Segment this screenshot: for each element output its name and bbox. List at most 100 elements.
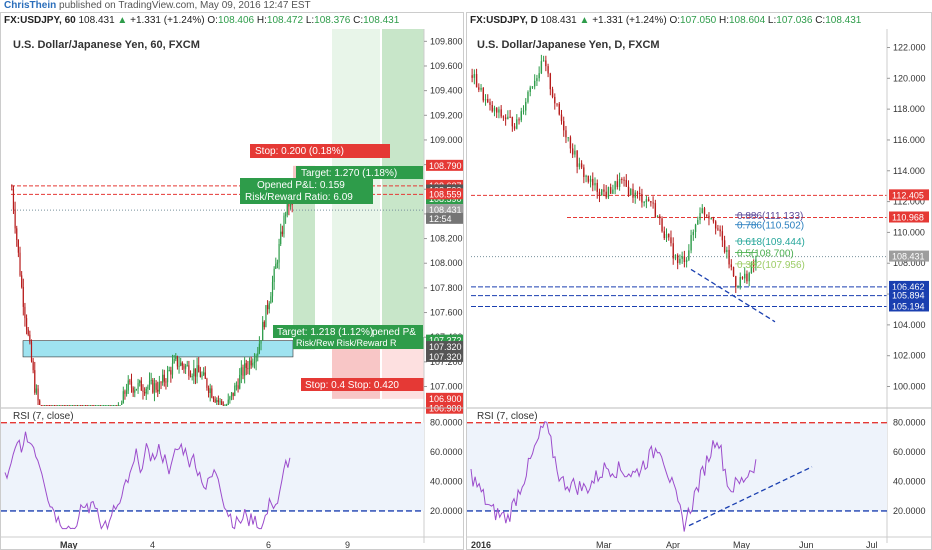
right-candle (632, 188, 634, 198)
left-candle (57, 405, 59, 406)
left-candle (196, 365, 198, 377)
left-y-tick-label: 109.200 (430, 110, 463, 120)
left-chart-svg[interactable]: Stop: 0.200 (0.18%) Target: 1.270 (1.18%)… (1, 13, 464, 550)
left-y-tick-label: 107.800 (430, 283, 463, 293)
left-rsi-tick: 20.0000 (430, 506, 463, 516)
right-candle (661, 218, 663, 232)
right-y-tick-label: 122.000 (893, 42, 926, 52)
left-candle (185, 365, 187, 369)
right-y-tick-label: 116.000 (893, 135, 925, 145)
right-candle (554, 96, 556, 104)
right-candle (551, 89, 554, 97)
left-candle (268, 303, 270, 310)
left-rr: Risk/Reward Ratio: 6.09 (245, 192, 353, 203)
left-candle (183, 365, 185, 369)
right-candle (491, 105, 493, 112)
right-candle (538, 73, 540, 79)
right-price-tag: 105.894 (892, 291, 925, 301)
left-candle (224, 405, 226, 406)
right-fib-label: 0.382(107.956) (737, 260, 805, 271)
left-candle (147, 386, 149, 389)
left-ohlc-bar: FX:USDJPY, 60 108.431 ▲ +1.331 (+1.24%) … (1, 13, 399, 29)
left-candle (235, 385, 238, 387)
right-candle (489, 102, 491, 106)
right-y-tick-label: 118.000 (893, 104, 925, 114)
left-candle (75, 405, 77, 406)
left-candle (25, 318, 28, 330)
left-candle (153, 383, 156, 393)
right-candle (694, 224, 697, 232)
right-price-tag-bg (889, 300, 929, 312)
left-rsi-line (4, 431, 291, 531)
right-candle (674, 255, 677, 259)
right-symbol[interactable]: FX:USDJPY, D (470, 15, 538, 26)
left-price-tag-bg (426, 350, 463, 362)
right-candle (748, 273, 750, 282)
right-candle (482, 87, 484, 101)
right-candle (681, 256, 683, 259)
right-candle (697, 220, 699, 225)
right-candle (531, 86, 534, 88)
left-candle (96, 405, 98, 406)
left-candle (222, 405, 224, 406)
left-candle (212, 397, 215, 400)
left-candle (239, 374, 241, 389)
left-candle (204, 372, 206, 379)
right-candle (563, 121, 565, 131)
right-candle (565, 130, 567, 138)
right-price-tag: 108.431 (892, 252, 925, 262)
left-x-tick: 4 (150, 540, 155, 550)
right-candle (576, 150, 578, 167)
right-candle (580, 163, 583, 168)
left-candle (170, 370, 172, 375)
left-chart-panel[interactable]: FX:USDJPY, 60 108.431 ▲ +1.331 (+1.24%) … (0, 12, 464, 550)
right-candle (630, 188, 632, 196)
right-candle (587, 175, 590, 182)
right-l-label: L: (767, 15, 777, 26)
right-chart-panel[interactable]: FX:USDJPY, D 108.431 ▲ +1.331 (+1.24%) O… (466, 12, 932, 550)
left-candle (273, 268, 275, 283)
right-candle (726, 249, 728, 253)
right-candle (545, 60, 547, 67)
left-candle (14, 209, 16, 229)
right-candle (558, 103, 560, 115)
left-candle (71, 405, 74, 406)
left-rr2-label: Risk/Rew Risk/Reward R (296, 338, 397, 348)
right-candle (598, 191, 601, 196)
left-candle (84, 405, 87, 406)
left-price-tag: 106.900 (429, 404, 462, 414)
right-candle (723, 240, 726, 253)
left-candle (103, 405, 105, 406)
right-candle (513, 126, 516, 129)
right-candle (527, 91, 529, 102)
left-candle (168, 370, 170, 372)
left-candle (63, 405, 65, 406)
left-candle (109, 405, 111, 406)
right-candle (643, 201, 645, 203)
right-chart-svg[interactable]: 0.886(111.133)0.786(110.502) 0.618(109.44… (467, 13, 932, 550)
right-candle (498, 109, 500, 113)
left-candle (280, 231, 282, 244)
left-candle (129, 380, 131, 382)
left-candle (53, 405, 56, 406)
left-candle (62, 405, 64, 406)
author-link[interactable]: ChrisThein (4, 0, 57, 11)
right-candle (656, 215, 659, 217)
right-rsi-line (470, 421, 757, 532)
right-candle (583, 167, 585, 178)
left-c-label: C: (353, 15, 364, 26)
right-candle (560, 114, 563, 122)
left-symbol[interactable]: FX:USDJPY, 60 (4, 15, 76, 26)
right-candle (529, 87, 531, 92)
right-candle (623, 179, 625, 181)
left-candle (155, 383, 157, 390)
left-candle (283, 215, 285, 235)
left-candle (198, 365, 200, 373)
right-candle (688, 250, 690, 260)
left-candle (88, 405, 90, 406)
right-candle (741, 277, 744, 279)
left-candle (144, 392, 146, 394)
right-candle (638, 192, 641, 195)
right-candle (609, 187, 612, 194)
right-y-tick-label: 112.000 (893, 197, 925, 207)
